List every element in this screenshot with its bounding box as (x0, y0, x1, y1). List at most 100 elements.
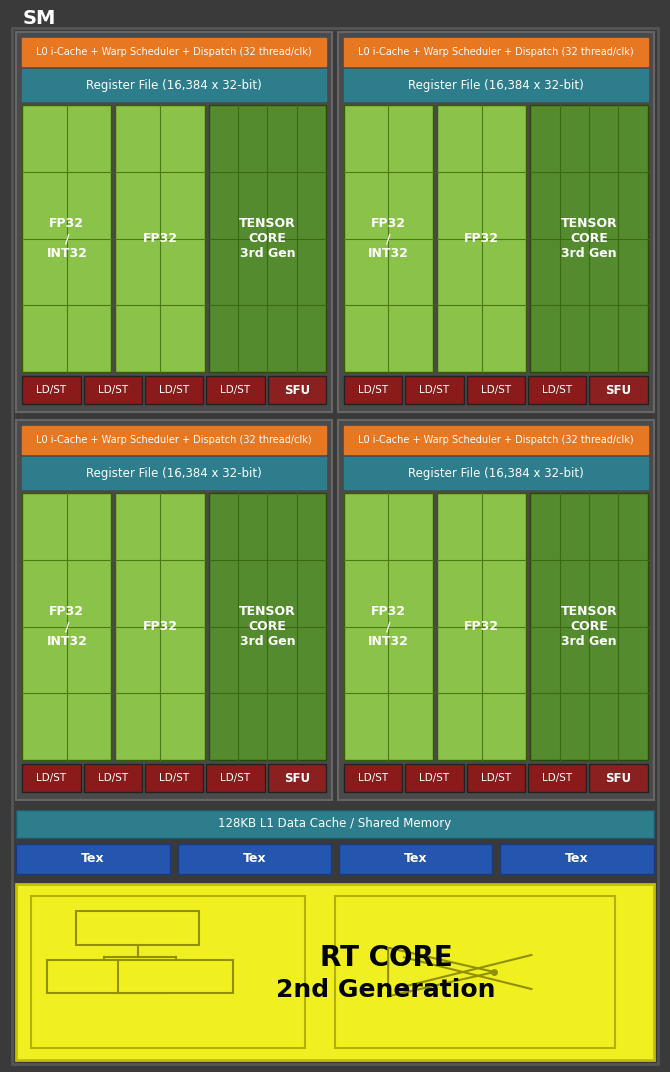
Text: LD/ST: LD/ST (358, 773, 388, 783)
Bar (344, 493, 433, 760)
Bar (84, 376, 142, 404)
Bar (437, 493, 526, 760)
Text: RT CORE: RT CORE (320, 944, 452, 972)
Bar (119, 959, 233, 994)
Text: LD/ST: LD/ST (419, 773, 450, 783)
Text: FP32: FP32 (143, 232, 178, 245)
Text: LD/ST: LD/ST (419, 385, 450, 394)
Text: L0 i-Cache + Warp Scheduler + Dispatch (32 thread/clk): L0 i-Cache + Warp Scheduler + Dispatch (… (358, 435, 634, 445)
Bar (145, 376, 204, 404)
Bar (31, 896, 305, 1048)
Text: Tex: Tex (404, 852, 427, 865)
Text: FP32: FP32 (464, 620, 499, 632)
Bar (47, 959, 162, 994)
Bar (22, 376, 80, 404)
Bar (208, 105, 326, 372)
Bar (208, 493, 326, 760)
Text: LD/ST: LD/ST (481, 385, 511, 394)
Text: Register File (16,384 x 32-bit): Register File (16,384 x 32-bit) (408, 78, 584, 91)
Text: LD/ST: LD/ST (159, 385, 189, 394)
Bar (344, 426, 648, 455)
Bar (590, 376, 648, 404)
Text: FP32: FP32 (464, 232, 499, 245)
Text: LD/ST: LD/ST (542, 773, 572, 783)
Bar (405, 376, 464, 404)
Text: L0 i-Cache + Warp Scheduler + Dispatch (32 thread/clk): L0 i-Cache + Warp Scheduler + Dispatch (… (36, 47, 312, 57)
Bar (115, 105, 204, 372)
Bar (22, 105, 111, 372)
Text: TENSOR
CORE
3rd Gen: TENSOR CORE 3rd Gen (561, 217, 617, 260)
Bar (16, 32, 332, 412)
Text: Register File (16,384 x 32-bit): Register File (16,384 x 32-bit) (86, 78, 262, 91)
Text: TENSOR
CORE
3rd Gen: TENSOR CORE 3rd Gen (561, 605, 617, 647)
Text: FP32: FP32 (143, 620, 178, 632)
Bar (145, 764, 204, 792)
Bar (335, 896, 614, 1048)
Bar (344, 457, 648, 489)
Bar (344, 105, 433, 372)
Bar (16, 810, 654, 838)
Text: Tex: Tex (243, 852, 266, 865)
Bar (437, 105, 526, 372)
Text: LD/ST: LD/ST (358, 385, 388, 394)
Bar (339, 844, 492, 874)
Bar (344, 764, 402, 792)
Bar (16, 884, 654, 1060)
Bar (22, 764, 80, 792)
Text: L0 i-Cache + Warp Scheduler + Dispatch (32 thread/clk): L0 i-Cache + Warp Scheduler + Dispatch (… (36, 435, 312, 445)
Bar (84, 764, 142, 792)
Text: LD/ST: LD/ST (98, 385, 128, 394)
Text: Register File (16,384 x 32-bit): Register File (16,384 x 32-bit) (86, 466, 262, 479)
Bar (115, 493, 204, 760)
Text: FP32
/
INT32: FP32 / INT32 (368, 217, 409, 260)
Bar (22, 69, 326, 101)
Text: LD/ST: LD/ST (481, 773, 511, 783)
Text: SFU: SFU (284, 384, 310, 397)
Text: LD/ST: LD/ST (220, 773, 251, 783)
Bar (344, 38, 648, 66)
Text: TENSOR
CORE
3rd Gen: TENSOR CORE 3rd Gen (239, 217, 295, 260)
Text: SM: SM (22, 9, 56, 28)
Text: LD/ST: LD/ST (220, 385, 251, 394)
Text: FP32
/
INT32: FP32 / INT32 (46, 217, 87, 260)
Text: LD/ST: LD/ST (98, 773, 128, 783)
Text: 2nd Generation: 2nd Generation (276, 978, 496, 1002)
Text: Register File (16,384 x 32-bit): Register File (16,384 x 32-bit) (408, 466, 584, 479)
Bar (268, 376, 326, 404)
Bar (76, 911, 200, 944)
Bar (206, 764, 265, 792)
Text: LD/ST: LD/ST (542, 385, 572, 394)
Text: 128KB L1 Data Cache / Shared Memory: 128KB L1 Data Cache / Shared Memory (218, 818, 452, 831)
Text: LD/ST: LD/ST (36, 773, 66, 783)
Text: L0 i-Cache + Warp Scheduler + Dispatch (32 thread/clk): L0 i-Cache + Warp Scheduler + Dispatch (… (358, 47, 634, 57)
Bar (344, 69, 648, 101)
Bar (206, 376, 265, 404)
Bar (338, 420, 654, 800)
Text: FP32
/
INT32: FP32 / INT32 (46, 605, 87, 647)
Bar (22, 426, 326, 455)
Text: Tex: Tex (81, 852, 105, 865)
Text: SFU: SFU (606, 384, 632, 397)
Bar (16, 844, 170, 874)
Text: LD/ST: LD/ST (36, 385, 66, 394)
Text: SFU: SFU (606, 772, 632, 785)
Text: Tex: Tex (565, 852, 589, 865)
Bar (528, 764, 586, 792)
Bar (16, 420, 332, 800)
Bar (22, 493, 111, 760)
Bar (268, 764, 326, 792)
Bar (405, 764, 464, 792)
Bar (528, 376, 586, 404)
Bar (22, 457, 326, 489)
Bar (466, 376, 525, 404)
Text: LD/ST: LD/ST (159, 773, 189, 783)
Bar (338, 32, 654, 412)
Text: TENSOR
CORE
3rd Gen: TENSOR CORE 3rd Gen (239, 605, 295, 647)
Bar (466, 764, 525, 792)
Bar (22, 38, 326, 66)
Bar (344, 376, 402, 404)
Text: SFU: SFU (284, 772, 310, 785)
Bar (500, 844, 654, 874)
Bar (590, 764, 648, 792)
Bar (530, 105, 648, 372)
